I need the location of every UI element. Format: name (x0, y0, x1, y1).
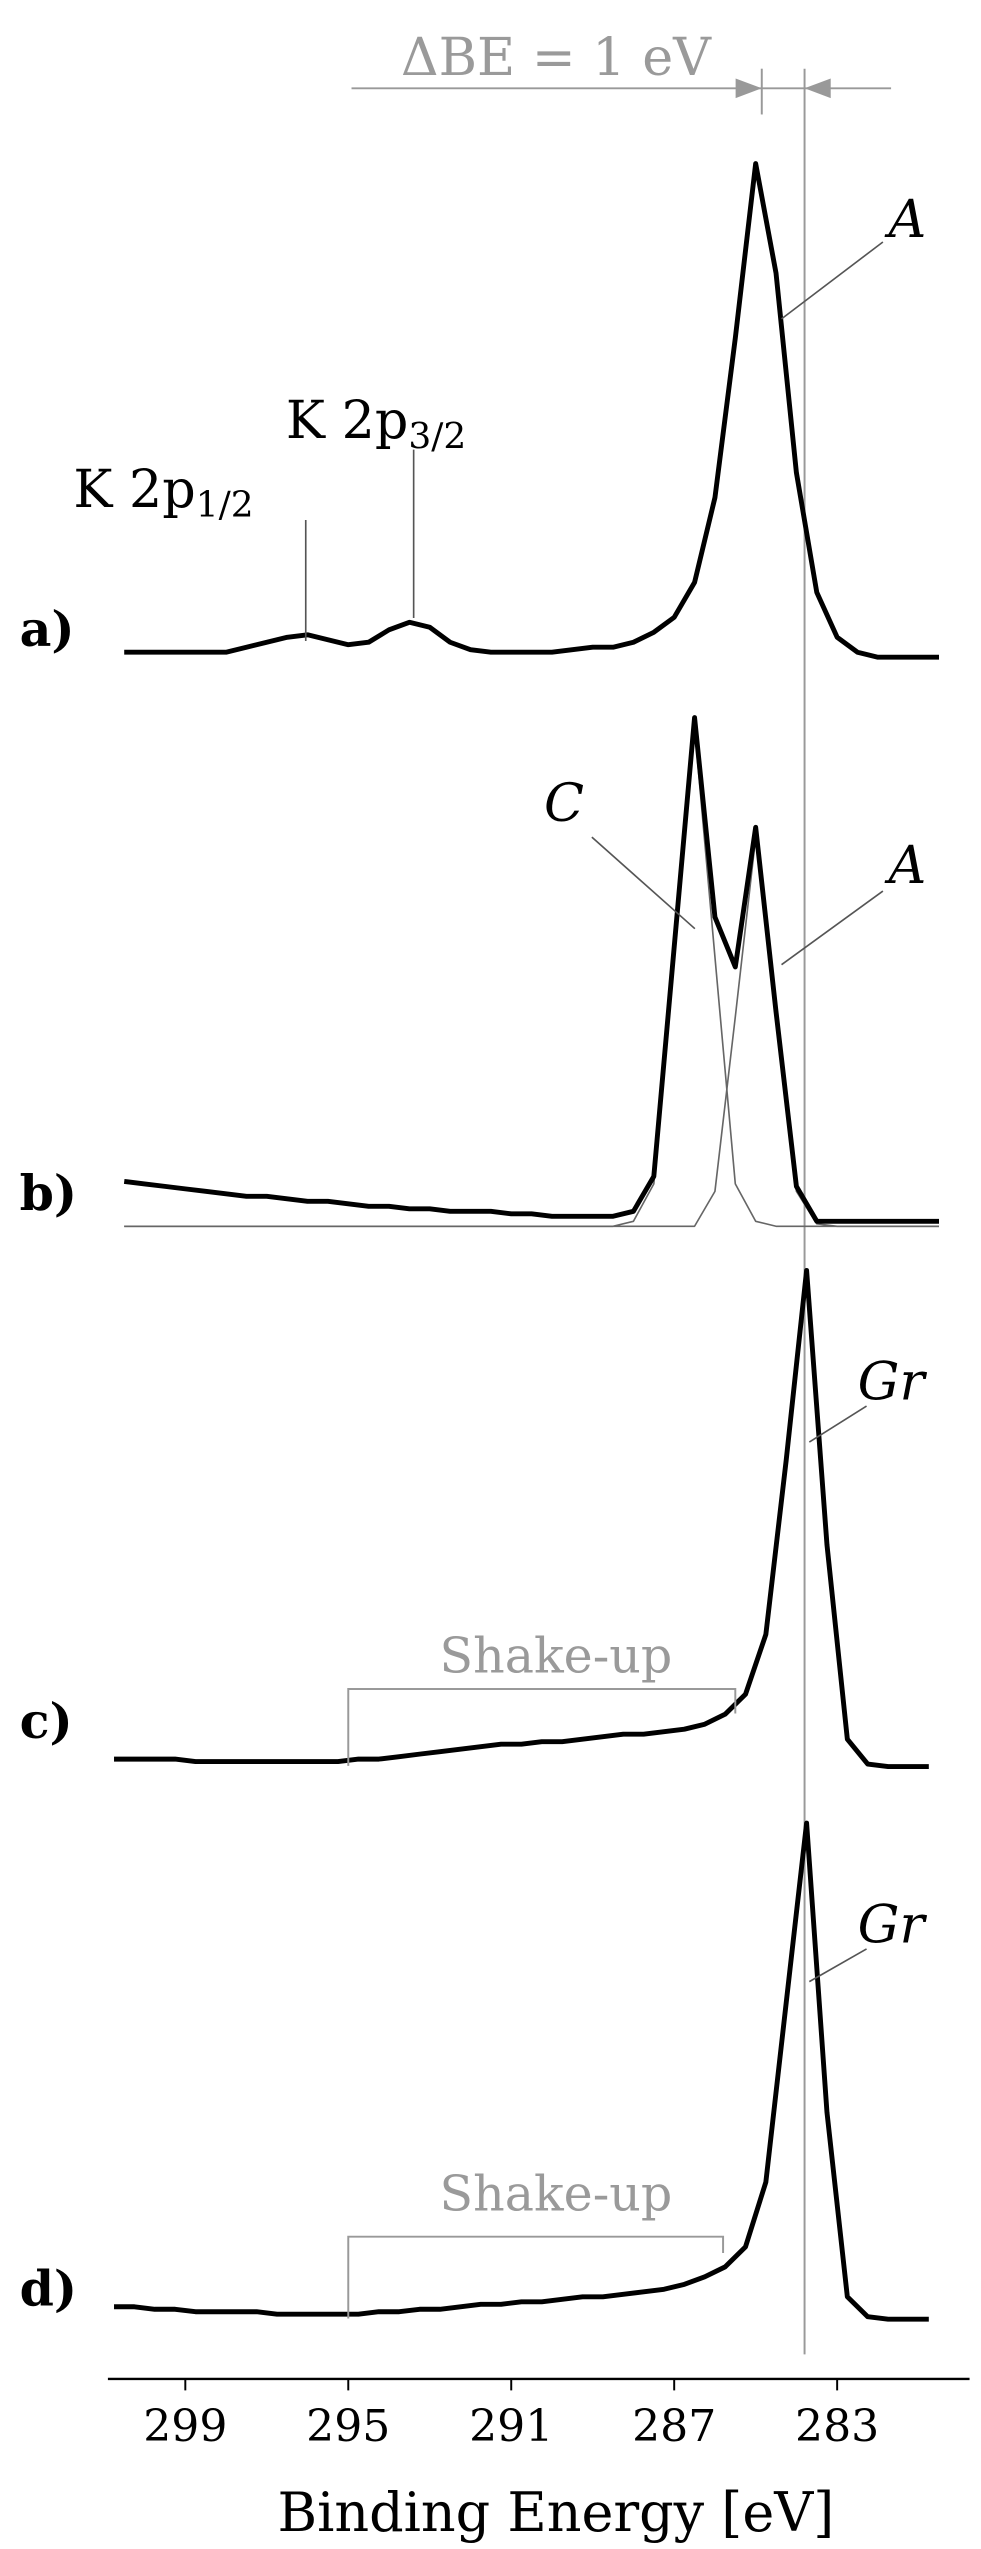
peak-label-text: K 2p (286, 390, 408, 451)
delta-label: ΔBE = 1 eV (401, 27, 712, 88)
panel-label: c) (20, 1692, 73, 1750)
peak-label: Gr (858, 1894, 928, 1955)
shakeup-bracket (347, 1687, 737, 1766)
peak-label: K 2p1/2 (73, 459, 253, 526)
fit-component (124, 726, 939, 1228)
peak-label: Gr (858, 1352, 928, 1413)
leader-line (808, 1948, 867, 1983)
peak-label-text: A (885, 189, 927, 250)
shakeup-bracket (347, 2235, 725, 2319)
peak-label-text: Gr (858, 1894, 928, 1955)
spectrum (123, 715, 939, 1224)
panel-label: b) (20, 1164, 78, 1222)
spectrum (124, 161, 939, 660)
peak-label: A (885, 189, 927, 250)
arrow-head (804, 78, 831, 99)
panel-label: a) (20, 600, 75, 658)
peak-label: Shake-up (440, 1627, 673, 1685)
leader-line (591, 836, 696, 930)
x-tick-label: 291 (469, 2401, 553, 2452)
x-axis-title: Binding Energy [eV] (278, 2481, 835, 2544)
leader-line (808, 1405, 867, 1443)
peak-label: C (544, 773, 584, 834)
peak-label-text: A (885, 835, 927, 896)
x-tick-label: 299 (143, 2401, 227, 2452)
peak-label-text: C (544, 773, 584, 834)
x-tick-label: 283 (795, 2401, 879, 2452)
leader-line (781, 890, 884, 966)
arrow-head (735, 78, 762, 99)
leader-line (781, 241, 884, 320)
spectrum (114, 1267, 929, 1770)
peak-label: K 2p3/2 (286, 390, 466, 457)
peak-label: A (885, 835, 927, 896)
peak-label-subscript: 1/2 (196, 485, 254, 526)
peak-label-text: Gr (858, 1352, 928, 1413)
x-tick-label: 295 (306, 2401, 390, 2452)
peak-label-text: K 2p (73, 459, 195, 520)
peak-label-text: Shake-up (440, 2165, 673, 2223)
fit-component (124, 836, 939, 1228)
spectrum (114, 1820, 929, 2322)
panel-label: d) (20, 2259, 78, 2317)
peak-label: Shake-up (440, 2165, 673, 2223)
peak-label-subscript: 3/2 (408, 416, 466, 457)
peak-label-text: Shake-up (440, 1627, 673, 1685)
x-tick-label: 287 (632, 2401, 716, 2452)
